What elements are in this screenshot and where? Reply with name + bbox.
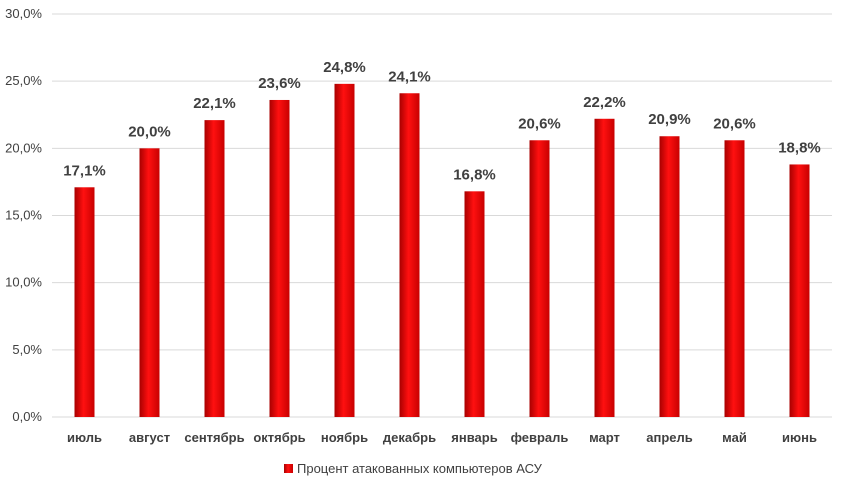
bars bbox=[74, 83, 810, 418]
data-label: 16,8% bbox=[453, 166, 496, 183]
bar bbox=[74, 187, 95, 417]
x-category-label: февраль bbox=[511, 430, 569, 445]
y-axis-tick-labels: 0,0% 5,0% 10,0% 15,0% 20,0% 25,0% 30,0% bbox=[5, 6, 42, 424]
bar bbox=[659, 136, 680, 417]
legend: Процент атакованных компьютеров АСУ bbox=[284, 461, 543, 476]
data-label: 22,2% bbox=[583, 94, 626, 111]
y-tick-label: 20,0% bbox=[5, 140, 42, 155]
y-tick-label: 10,0% bbox=[5, 275, 42, 290]
x-axis-category-labels: июль август сентябрь октябрь ноябрь декабрь ян… bbox=[67, 430, 817, 445]
bar bbox=[399, 93, 420, 418]
bar bbox=[724, 140, 745, 418]
bar bbox=[334, 83, 355, 417]
x-category-label: октябрь bbox=[253, 430, 305, 445]
x-category-label: июль bbox=[67, 430, 102, 445]
y-tick-label: 25,0% bbox=[5, 73, 42, 88]
bar bbox=[789, 164, 810, 417]
x-category-label: март bbox=[589, 430, 620, 445]
data-label: 20,0% bbox=[128, 123, 171, 140]
gridlines bbox=[52, 13, 832, 418]
legend-swatch bbox=[284, 464, 293, 473]
x-category-label: январь bbox=[451, 430, 497, 445]
data-label: 20,6% bbox=[713, 115, 756, 132]
data-label: 24,8% bbox=[323, 59, 366, 76]
x-category-label: июнь bbox=[782, 430, 817, 445]
bar bbox=[464, 191, 485, 417]
data-label: 20,6% bbox=[518, 115, 561, 132]
bar bbox=[139, 148, 160, 418]
legend-label: Процент атакованных компьютеров АСУ bbox=[297, 461, 543, 476]
data-label: 22,1% bbox=[193, 95, 236, 112]
y-tick-label: 30,0% bbox=[5, 6, 42, 21]
data-label: 20,9% bbox=[648, 111, 691, 128]
bar bbox=[529, 140, 550, 418]
y-tick-label: 15,0% bbox=[5, 208, 42, 223]
y-tick-label: 0,0% bbox=[12, 409, 42, 424]
data-label: 23,6% bbox=[258, 75, 301, 92]
data-label: 24,1% bbox=[388, 68, 431, 85]
x-category-label: сентябрь bbox=[184, 430, 244, 445]
bar bbox=[204, 120, 225, 417]
x-category-label: август bbox=[129, 430, 170, 445]
data-labels: 17,1% 20,0% 22,1% 23,6% 24,8% 24,1% 16,8% 20,6%… bbox=[63, 59, 821, 183]
x-category-label: декабрь bbox=[383, 430, 436, 445]
bar bbox=[594, 118, 615, 417]
x-category-label: май bbox=[722, 430, 747, 445]
x-category-label: ноябрь bbox=[321, 430, 368, 445]
data-label: 17,1% bbox=[63, 162, 106, 179]
data-label: 18,8% bbox=[778, 139, 821, 156]
y-tick-label: 5,0% bbox=[12, 342, 42, 357]
bar bbox=[269, 99, 290, 418]
x-category-label: апрель bbox=[646, 430, 693, 445]
